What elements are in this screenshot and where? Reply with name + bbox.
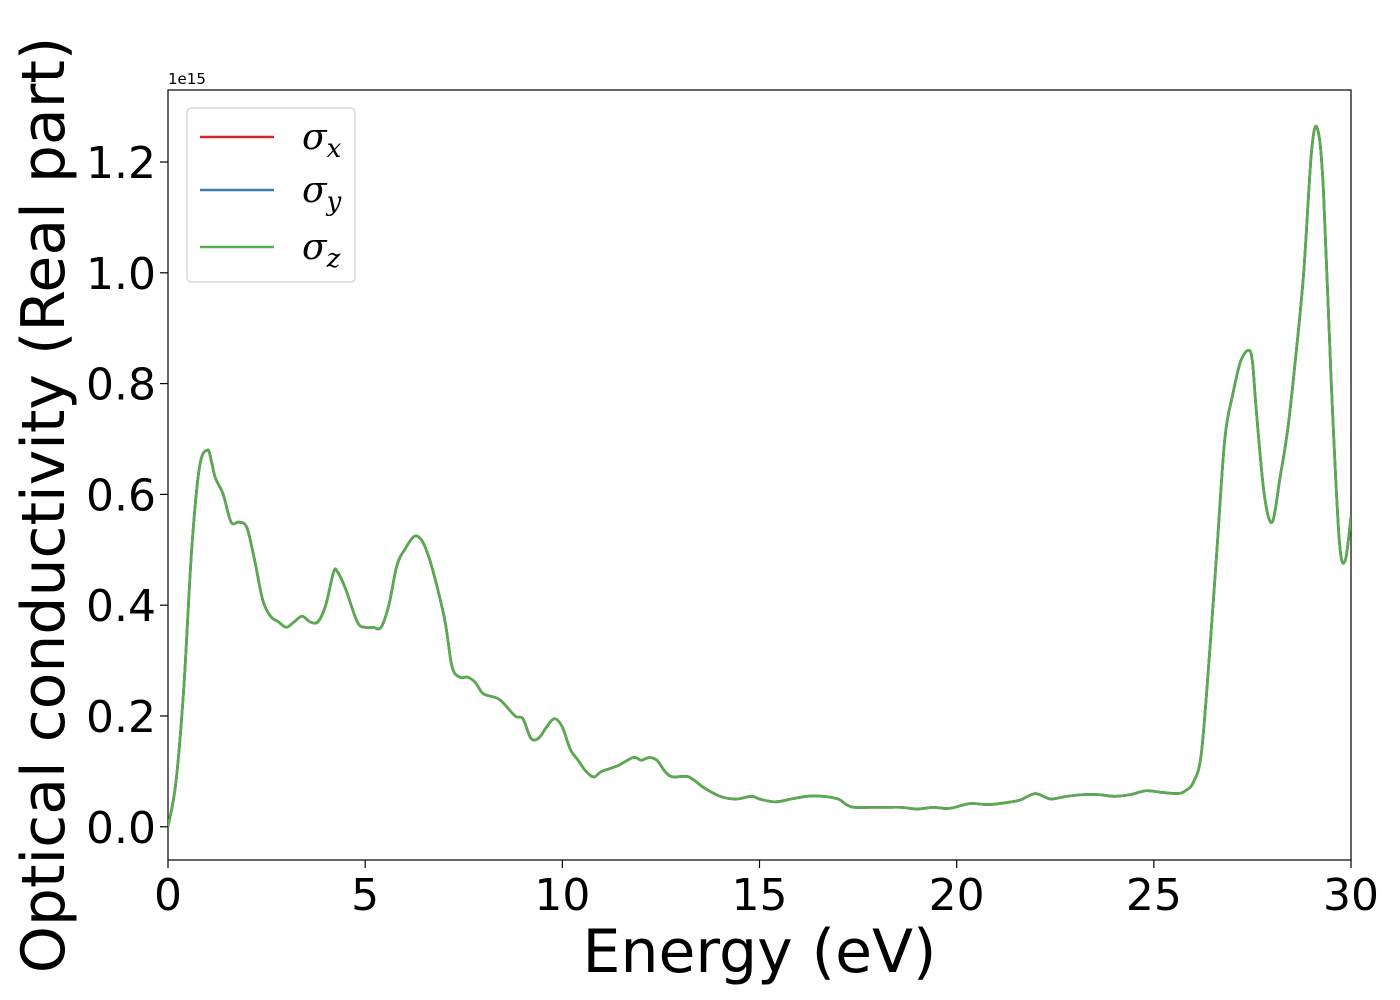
y-offset-text: 1e15: [168, 70, 206, 88]
series-line-sigma-z: [168, 124, 1351, 827]
y-axis-ticks: 0.0 0.2 0.4 0.6 0.8 1.0 1.2: [86, 138, 168, 854]
x-tick-label: 20: [929, 870, 985, 921]
legend-box: [186, 107, 356, 283]
y-tick-label: 0.6: [86, 470, 156, 521]
legend-item-sigma-y: σy: [200, 170, 342, 217]
legend: σx σy σz: [186, 107, 356, 283]
x-tick-label: 25: [1126, 870, 1182, 921]
legend-item-sigma-x: σx: [200, 117, 342, 164]
x-tick-label: 30: [1323, 870, 1379, 921]
x-tick-label: 0: [154, 870, 182, 921]
x-tick-label: 10: [534, 870, 590, 921]
legend-label: σy: [302, 170, 342, 217]
series-layer: [168, 124, 1351, 827]
legend-label: σz: [302, 227, 341, 274]
legend-label: σx: [302, 117, 342, 164]
y-tick-label: 0.4: [86, 581, 156, 632]
y-tick-label: 0.8: [86, 360, 156, 411]
x-tick-label: 15: [732, 870, 788, 921]
legend-item-sigma-z: σz: [200, 227, 341, 274]
x-tick-label: 5: [351, 870, 379, 921]
y-tick-label: 0.2: [86, 692, 156, 743]
y-tick-label: 1.0: [86, 249, 156, 300]
y-axis-title: Optical conductivity (Real part): [9, 37, 79, 974]
x-axis-title: Energy (eV): [583, 917, 937, 987]
y-tick-label: 1.2: [86, 138, 156, 189]
y-tick-label: 0.0: [86, 803, 156, 854]
x-axis-ticks: 0 5 10 15 20 25 30: [154, 860, 1379, 921]
